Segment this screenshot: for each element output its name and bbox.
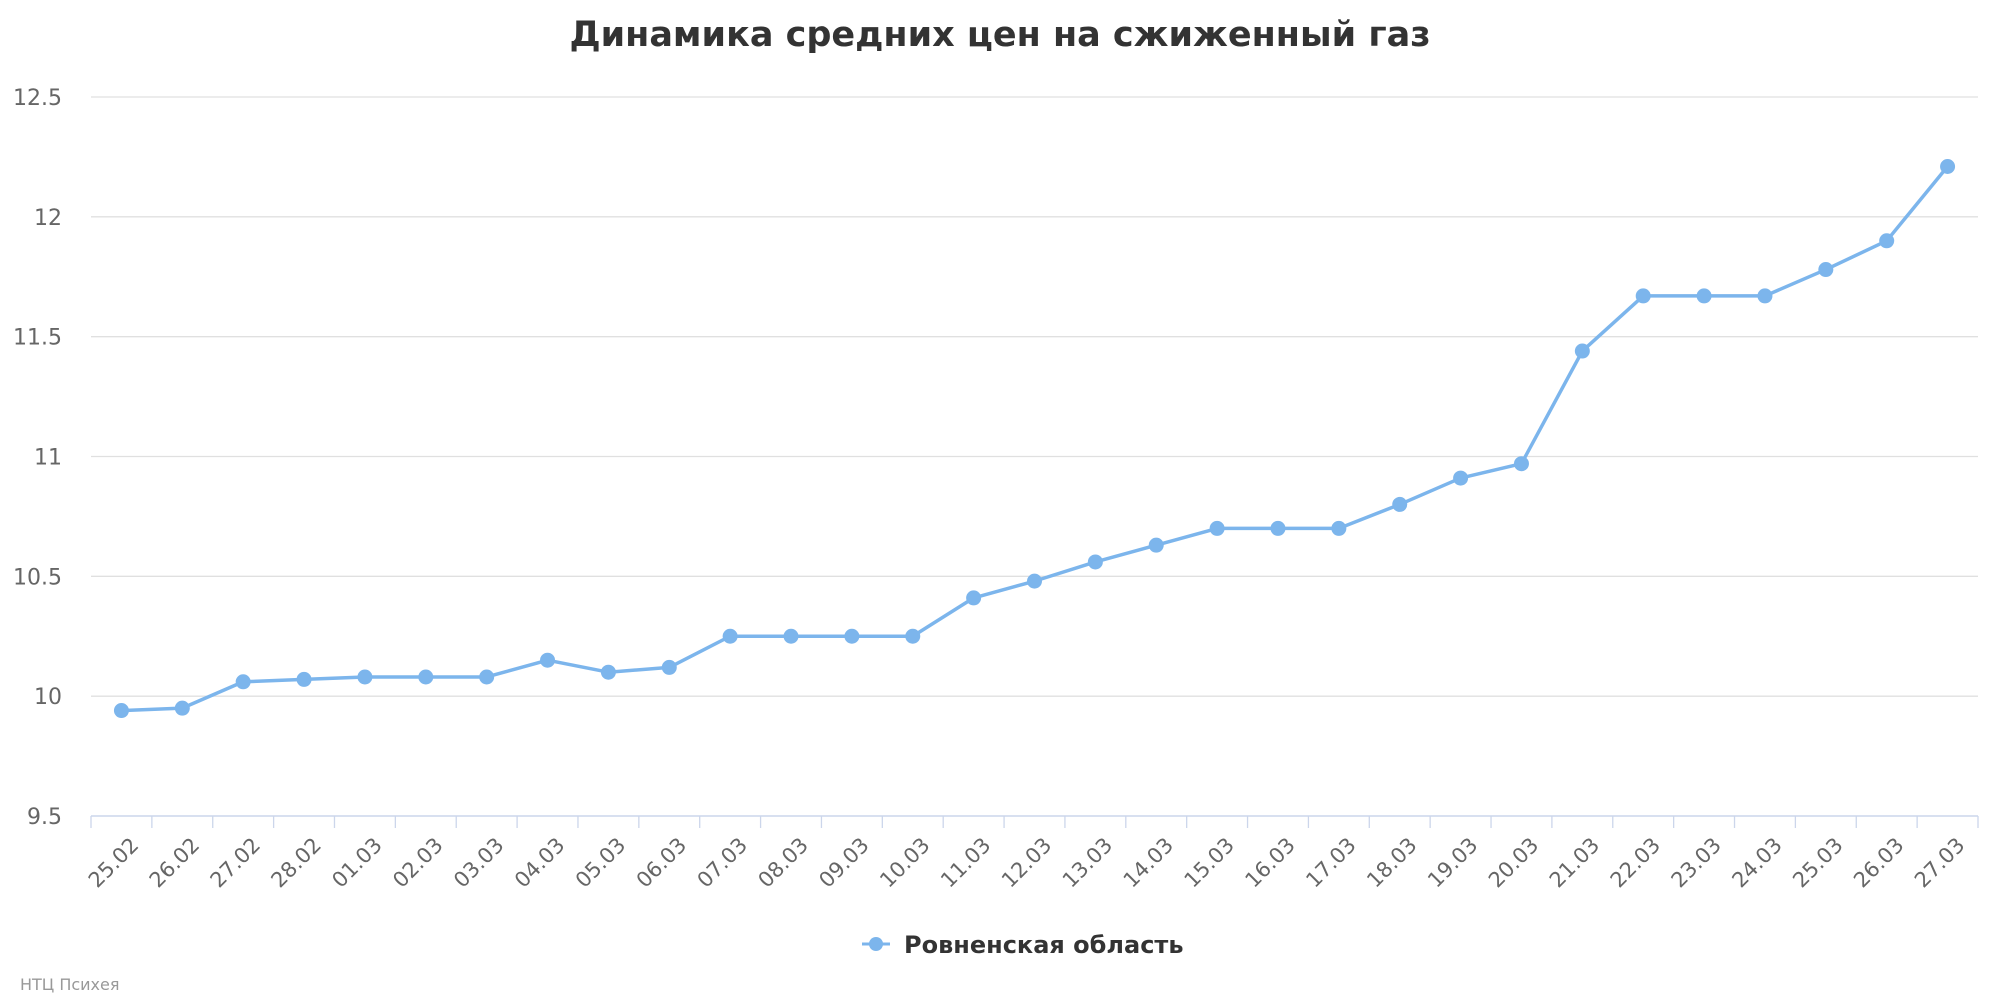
x-tick-label: 02.03 (388, 833, 447, 892)
data-point[interactable] (783, 628, 799, 644)
x-tick-label: 04.03 (510, 833, 569, 892)
grid-lines (91, 96, 1978, 697)
y-axis: 9.5 10 10.5 11 11.5 12 12.5 (13, 86, 62, 830)
data-point[interactable] (1453, 470, 1469, 486)
data-point[interactable] (1574, 343, 1590, 359)
x-tick-label: 27.03 (1910, 833, 1969, 892)
x-tick-label: 12.03 (997, 833, 1056, 892)
x-axis: 25.02 26.02 27.02 28.02 01.03 02.03 03.03 04.03… (84, 815, 1979, 892)
data-point[interactable] (1087, 554, 1103, 570)
series-rovno (113, 159, 1956, 719)
x-tick-label: 10.03 (875, 833, 934, 892)
y-tick-label: 12.5 (13, 86, 62, 111)
data-point[interactable] (1940, 159, 1956, 175)
data-point[interactable] (1879, 233, 1895, 249)
y-tick-label: 9.5 (27, 805, 62, 830)
data-point[interactable] (1635, 288, 1651, 304)
x-tick-label: 09.03 (814, 833, 873, 892)
legend-label: Ровненская область (904, 931, 1184, 959)
legend-marker-icon (869, 937, 883, 951)
x-tick-label: 26.03 (1849, 833, 1908, 892)
x-tick-label: 01.03 (327, 833, 386, 892)
x-tick-label: 13.03 (1058, 833, 1117, 892)
x-tick-label: 07.03 (693, 833, 752, 892)
x-tick-label: 19.03 (1423, 833, 1482, 892)
data-point[interactable] (661, 659, 677, 675)
x-tick-label: 28.02 (266, 833, 325, 892)
legend-item[interactable]: Ровненская область (862, 931, 1184, 959)
x-tick-label: 08.03 (753, 833, 812, 892)
x-tick-label: 17.03 (1301, 833, 1360, 892)
data-point[interactable] (1392, 496, 1408, 512)
y-tick-label: 10.5 (13, 565, 62, 590)
data-point[interactable] (1696, 288, 1712, 304)
data-point[interactable] (722, 628, 738, 644)
y-tick-label: 11.5 (13, 326, 62, 351)
data-point[interactable] (479, 669, 495, 685)
data-point[interactable] (1513, 456, 1529, 472)
x-tick-label: 21.03 (1545, 833, 1604, 892)
x-tick-label: 23.03 (1667, 833, 1726, 892)
x-tick-label: 06.03 (632, 833, 691, 892)
x-tick-label: 05.03 (571, 833, 630, 892)
data-point[interactable] (1148, 537, 1164, 553)
data-point[interactable] (296, 671, 312, 687)
x-tick-label: 26.02 (145, 833, 204, 892)
x-tick-label: 11.03 (936, 833, 995, 892)
data-point[interactable] (1209, 520, 1225, 536)
y-tick-label: 11 (34, 446, 62, 471)
data-point[interactable] (357, 669, 373, 685)
data-point[interactable] (1027, 573, 1042, 589)
data-point[interactable] (966, 590, 982, 606)
x-tick-label: 25.03 (1788, 833, 1847, 892)
x-tick-label: 20.03 (1484, 833, 1543, 892)
data-point[interactable] (1818, 262, 1834, 278)
y-tick-label: 10 (34, 685, 62, 710)
data-point[interactable] (540, 652, 556, 668)
data-point[interactable] (113, 703, 129, 719)
data-point[interactable] (235, 674, 251, 690)
data-point[interactable] (418, 669, 434, 685)
x-tick-label: 27.02 (206, 833, 265, 892)
data-point[interactable] (600, 664, 616, 680)
data-point[interactable] (1270, 520, 1286, 536)
x-tick-label: 16.03 (1240, 833, 1299, 892)
x-tick-label: 22.03 (1606, 833, 1665, 892)
x-tick-label: 15.03 (1180, 833, 1239, 892)
credit[interactable]: НТЦ Психея (20, 975, 119, 994)
data-point[interactable] (905, 628, 921, 644)
x-tick-label: 18.03 (1362, 833, 1421, 892)
x-tick-label: 14.03 (1119, 833, 1178, 892)
x-tick-label: 25.02 (84, 833, 143, 892)
data-point[interactable] (1331, 520, 1347, 536)
data-point[interactable] (174, 700, 190, 716)
chart-title: Динамика средних цен на сжиженный газ (569, 15, 1430, 55)
x-tick-label: 24.03 (1727, 833, 1786, 892)
y-tick-label: 12 (34, 206, 62, 231)
series-line (121, 165, 1949, 713)
x-tick-label: 03.03 (449, 833, 508, 892)
data-point[interactable] (1757, 288, 1773, 304)
data-point[interactable] (844, 628, 860, 644)
